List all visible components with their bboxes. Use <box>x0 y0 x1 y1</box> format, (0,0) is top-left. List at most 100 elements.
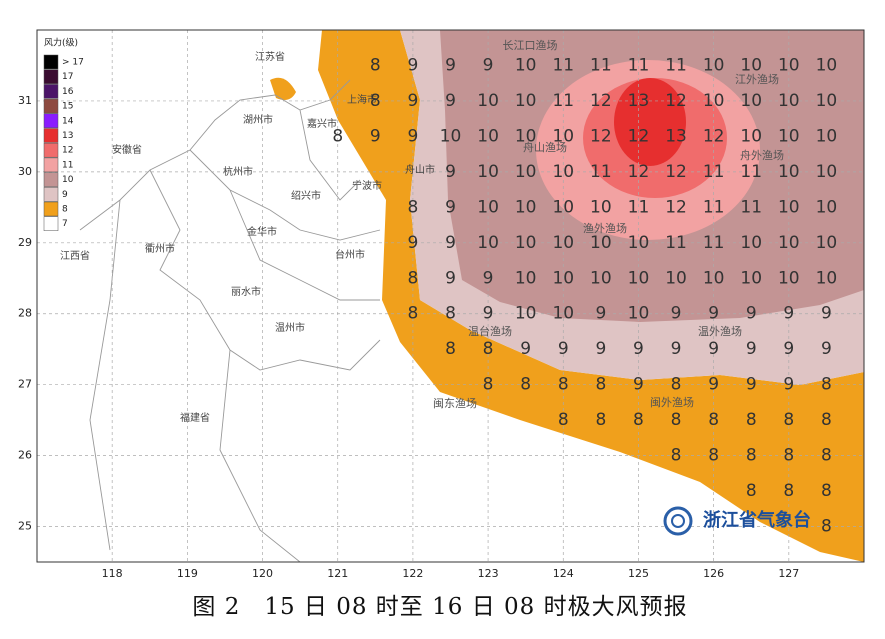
legend-label: 7 <box>62 219 68 229</box>
wind-level: 11 <box>665 55 687 75</box>
wind-level: 10 <box>740 55 762 75</box>
wind-level: 9 <box>746 339 757 359</box>
wind-level: 8 <box>783 410 794 430</box>
wind-level: 11 <box>590 162 612 182</box>
wind-level: 8 <box>520 375 531 395</box>
wind-level: 8 <box>445 339 456 359</box>
wind-level: 10 <box>515 162 537 182</box>
place-label: 绍兴市 <box>291 189 321 202</box>
wind-level: 10 <box>552 126 574 146</box>
wind-level: 9 <box>445 233 456 253</box>
fishing-ground-label: 温台渔场 <box>468 324 512 338</box>
y-tick-label: 30 <box>18 165 32 178</box>
wind-level: 9 <box>370 126 381 146</box>
wind-level: 10 <box>477 233 499 253</box>
legend-label: 10 <box>62 175 74 185</box>
wind-level: 8 <box>370 55 381 75</box>
legend-swatch <box>43 216 59 231</box>
wind-level: 10 <box>703 55 725 75</box>
wind-level: 9 <box>633 375 644 395</box>
wind-level: 9 <box>821 304 832 324</box>
legend-swatch <box>43 157 59 173</box>
place-label: 嘉兴市 <box>307 117 337 130</box>
wind-level: 10 <box>552 197 574 217</box>
legend-swatch <box>43 54 59 70</box>
wind-level: 10 <box>778 55 800 75</box>
wind-level: 8 <box>671 375 682 395</box>
legend-swatch <box>43 128 59 143</box>
wind-level: 10 <box>740 268 762 288</box>
y-tick-label: 31 <box>18 94 32 107</box>
wind-level: 10 <box>515 91 537 111</box>
legend-label: 15 <box>62 102 73 112</box>
legend-label: > 17 <box>62 58 84 68</box>
fishing-ground-label: 舟外渔场 <box>740 148 784 162</box>
place-label: 福建省 <box>180 411 210 424</box>
wind-level: 11 <box>665 233 687 253</box>
legend-label: 11 <box>62 160 73 170</box>
wind-level: 10 <box>703 91 725 111</box>
wind-level: 10 <box>628 268 650 288</box>
wind-level: 9 <box>671 304 682 324</box>
wind-level: 10 <box>477 91 499 111</box>
y-tick-label: 28 <box>18 307 32 320</box>
wind-level: 8 <box>595 410 606 430</box>
x-tick-label: 119 <box>177 567 198 580</box>
wind-level: 10 <box>440 126 462 146</box>
wind-level: 10 <box>816 91 838 111</box>
wind-level: 8 <box>783 481 794 501</box>
level-8-area <box>318 30 864 562</box>
grid <box>37 30 864 562</box>
wind-level: 9 <box>520 339 531 359</box>
wind-level: 9 <box>708 339 719 359</box>
wind-level: 10 <box>740 91 762 111</box>
wind-level: 8 <box>746 446 757 466</box>
wind-level: 12 <box>665 162 687 182</box>
fishing-ground-label: 温外渔场 <box>698 324 742 338</box>
wind-level: 8 <box>407 197 418 217</box>
place-label: 金华市 <box>247 225 277 238</box>
wind-level: 10 <box>590 233 612 253</box>
wind-level: 12 <box>628 126 650 146</box>
legend-title: 风力(级) <box>44 37 78 49</box>
wind-level: 10 <box>778 126 800 146</box>
fishing-ground-label: 渔外渔场 <box>583 221 627 235</box>
wind-level: 11 <box>590 55 612 75</box>
wind-level: 8 <box>821 481 832 501</box>
wind-level: 9 <box>746 304 757 324</box>
wind-level: 9 <box>407 55 418 75</box>
fishing-ground-label: 舟山渔场 <box>523 140 567 154</box>
x-tick-label: 125 <box>628 567 649 580</box>
wind-level: 11 <box>552 55 574 75</box>
x-tick-label: 126 <box>703 567 724 580</box>
place-label: 上海市 <box>347 93 377 106</box>
wind-level: 13 <box>665 126 687 146</box>
wind-level: 10 <box>816 268 838 288</box>
wind-level: 8 <box>671 410 682 430</box>
x-tick-label: 120 <box>252 567 273 580</box>
wind-level: 9 <box>783 304 794 324</box>
wind-level: 9 <box>483 304 494 324</box>
legend-label: 17 <box>62 72 73 82</box>
wind-level: 8 <box>821 375 832 395</box>
wind-level: 8 <box>483 339 494 359</box>
place-label: 温州市 <box>275 321 305 334</box>
place-label: 衢州市 <box>145 242 175 255</box>
legend-swatch <box>43 201 59 217</box>
wind-level: 10 <box>552 304 574 324</box>
wind-level: 11 <box>703 233 725 253</box>
wind-level: 8 <box>332 126 343 146</box>
legend: 风力(级) > 17 17 16 15 14 13 12 11 10 9 8 7 <box>43 37 84 231</box>
place-label: 舟山市 <box>405 163 435 176</box>
x-tick-label: 118 <box>102 567 123 580</box>
wind-level: 11 <box>740 162 762 182</box>
wind-level: 11 <box>552 91 574 111</box>
fishing-ground-label: 长江口渔场 <box>503 38 558 52</box>
wind-level: 10 <box>665 268 687 288</box>
wind-level: 9 <box>783 375 794 395</box>
wind-level: 11 <box>703 197 725 217</box>
wind-level: 9 <box>595 339 606 359</box>
x-tick-label: 121 <box>327 567 348 580</box>
wind-level: 9 <box>445 55 456 75</box>
legend-label: 12 <box>62 146 73 156</box>
